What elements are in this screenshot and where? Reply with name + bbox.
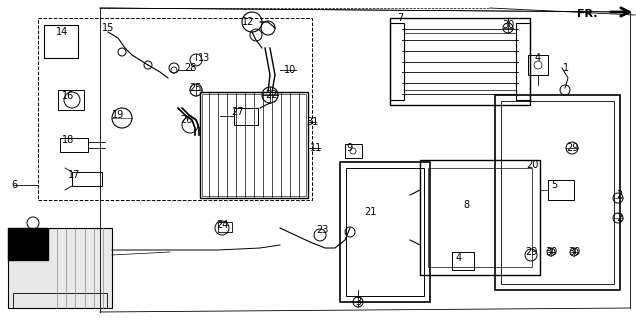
Text: 6: 6 — [39, 240, 45, 250]
Bar — [44, 25, 78, 58]
Polygon shape — [8, 228, 48, 260]
Bar — [345, 144, 362, 158]
Bar — [8, 228, 112, 308]
Text: 29: 29 — [566, 143, 578, 153]
Text: 13: 13 — [198, 53, 210, 63]
Text: 17: 17 — [68, 170, 80, 180]
Text: 4: 4 — [456, 253, 462, 263]
Text: 6: 6 — [11, 180, 17, 190]
Text: 24: 24 — [216, 220, 228, 230]
Bar — [420, 160, 540, 275]
Text: 26: 26 — [180, 115, 192, 125]
Text: 2: 2 — [616, 213, 622, 223]
Bar — [200, 92, 308, 198]
Bar — [452, 252, 474, 270]
Text: 4: 4 — [535, 53, 541, 63]
Text: 23: 23 — [316, 225, 328, 235]
Bar — [13, 293, 107, 308]
Bar — [528, 55, 548, 75]
Text: 19: 19 — [112, 110, 124, 120]
Text: 20: 20 — [526, 160, 538, 170]
Text: 3: 3 — [355, 297, 361, 307]
Text: 30: 30 — [545, 247, 557, 257]
Text: 9: 9 — [346, 143, 352, 153]
Bar — [202, 94, 306, 196]
Bar — [72, 172, 102, 186]
Text: 1: 1 — [563, 63, 569, 73]
Bar — [404, 33, 516, 90]
Text: 14: 14 — [56, 27, 68, 37]
Text: 8: 8 — [463, 200, 469, 210]
Text: 11: 11 — [310, 143, 322, 153]
Text: 18: 18 — [62, 135, 74, 145]
Bar — [501, 101, 614, 284]
Text: 30: 30 — [568, 247, 580, 257]
Text: 25: 25 — [190, 83, 202, 93]
Text: 31: 31 — [306, 117, 318, 127]
Bar — [58, 90, 84, 110]
Text: 27: 27 — [232, 107, 244, 117]
Text: 28: 28 — [184, 63, 196, 73]
Bar — [390, 18, 530, 105]
Bar — [548, 180, 574, 200]
Text: 2: 2 — [616, 190, 622, 200]
Bar — [346, 168, 424, 296]
Bar — [218, 222, 232, 232]
Bar — [390, 23, 404, 100]
Text: 10: 10 — [284, 65, 296, 75]
Text: 30: 30 — [502, 20, 514, 30]
Bar — [234, 108, 258, 125]
Text: 7: 7 — [397, 13, 403, 23]
Text: 29: 29 — [525, 247, 537, 257]
Bar — [340, 162, 430, 302]
Bar — [516, 23, 530, 100]
Text: 12: 12 — [242, 17, 254, 27]
Text: 15: 15 — [102, 23, 114, 33]
Bar — [428, 168, 532, 267]
Bar — [38, 18, 312, 200]
Text: FR.: FR. — [576, 9, 597, 19]
Text: 16: 16 — [62, 91, 74, 101]
Text: 21: 21 — [364, 207, 376, 217]
Bar — [495, 95, 620, 290]
Text: 22: 22 — [266, 90, 279, 100]
Bar — [60, 138, 88, 152]
Text: 5: 5 — [551, 180, 557, 190]
